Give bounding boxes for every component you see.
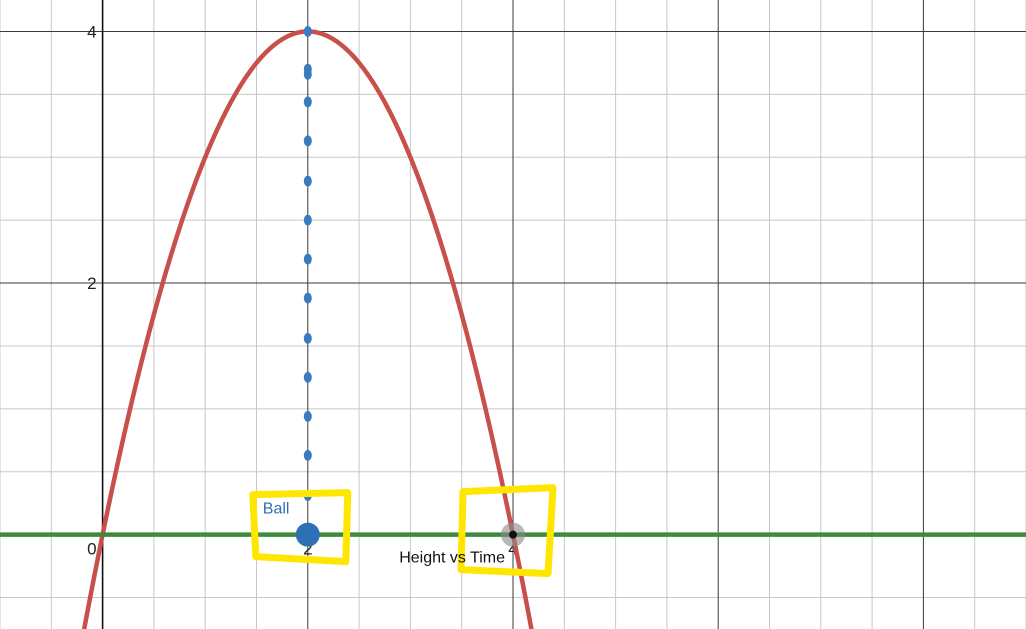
trail-dot	[303, 332, 312, 344]
trail-dot	[303, 292, 312, 304]
trail-dot	[303, 214, 312, 226]
x-tick-label: 2	[303, 540, 312, 559]
y-tick-label: 2	[87, 274, 96, 293]
trail-dot	[303, 96, 312, 108]
trail-dot	[303, 135, 312, 147]
trail-dot	[303, 175, 312, 187]
highlight-box	[457, 484, 557, 578]
highlight-box	[249, 489, 352, 566]
ball-point[interactable]	[295, 522, 320, 547]
ball-label: Ball	[263, 501, 290, 518]
trail-dot	[303, 410, 312, 422]
point-layer[interactable]: Ball Height vs Time	[263, 501, 525, 567]
x-tick-label: 0	[87, 540, 96, 559]
height-vs-time-label: Height vs Time	[399, 550, 505, 567]
y-tick-label: 4	[87, 22, 96, 41]
highlight-layer	[249, 484, 557, 578]
trail-dot	[303, 253, 312, 265]
trail-dot	[303, 25, 312, 37]
trail-dot	[303, 371, 312, 383]
tick-labels: 0 2 4 2 4	[87, 22, 518, 558]
height-vs-time-point[interactable]	[509, 530, 517, 539]
trail-dot	[303, 63, 312, 75]
x-tick-label: 4	[508, 540, 517, 559]
trail-dot	[303, 449, 312, 461]
